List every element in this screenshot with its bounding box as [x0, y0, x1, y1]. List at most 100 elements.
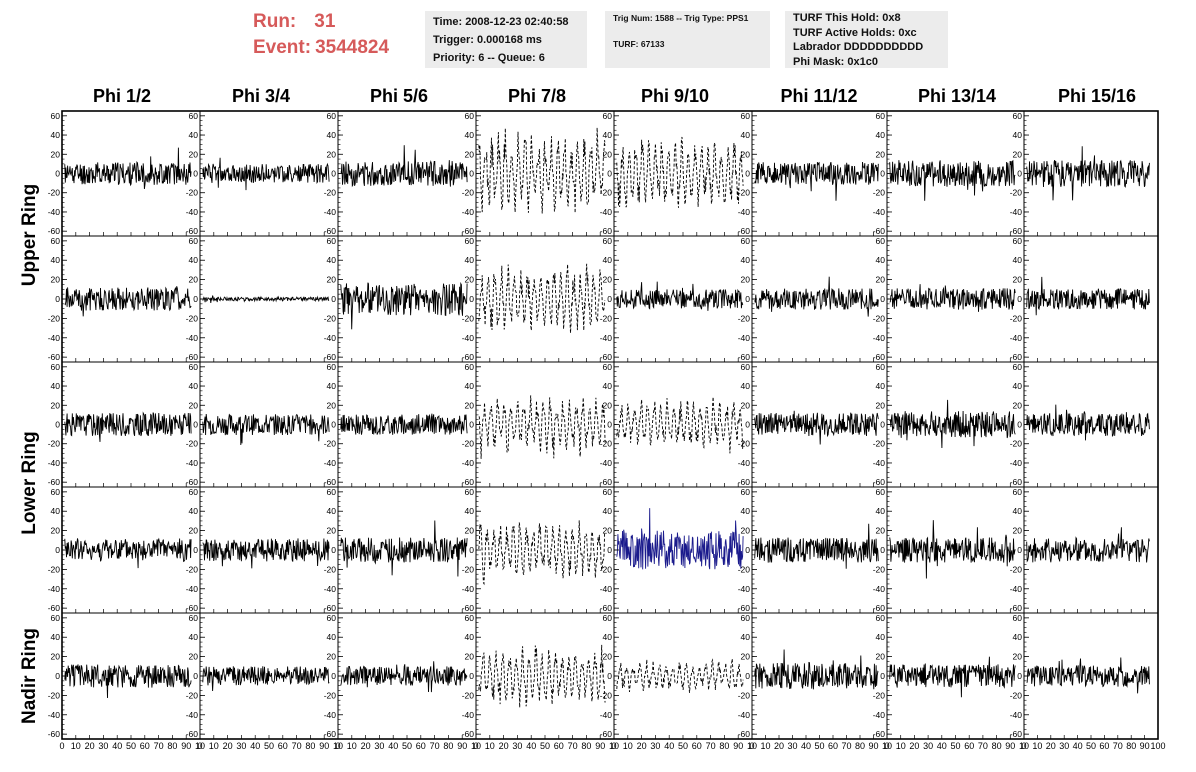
- x-tick-label: 10: [1032, 741, 1042, 751]
- y-tick-label: -60: [462, 477, 475, 487]
- y-tick-label: 60: [603, 362, 613, 372]
- y-tick-label: -20: [48, 188, 61, 198]
- y-tick-label: -40: [600, 333, 613, 343]
- waveform-trace-r1-c4: [616, 281, 744, 311]
- waveform-trace-r0-c4: [616, 136, 744, 208]
- y-tick-label: -20: [1010, 439, 1023, 449]
- y-tick-label: 20: [465, 400, 475, 410]
- y-tick-label: 60: [741, 111, 751, 121]
- y-tick-label: 20: [465, 652, 475, 662]
- y-tick-label: -60: [462, 603, 475, 613]
- x-tick-label: 10: [760, 741, 770, 751]
- y-tick-label: 60: [51, 613, 61, 623]
- y-tick-label: -60: [1010, 352, 1023, 362]
- y-tick-label: 60: [603, 487, 613, 497]
- y-tick-label: -20: [324, 188, 337, 198]
- x-tick-label: 80: [167, 741, 177, 751]
- x-tick-label: 40: [1073, 741, 1083, 751]
- y-tick-label: -20: [738, 188, 751, 198]
- y-tick-label: -20: [462, 690, 475, 700]
- y-tick-label: 40: [876, 255, 886, 265]
- y-tick-label: 0: [331, 169, 336, 179]
- y-tick-label: 60: [876, 111, 886, 121]
- y-tick-label: -20: [738, 690, 751, 700]
- x-tick-label: 60: [692, 741, 702, 751]
- y-tick-label: 40: [189, 632, 199, 642]
- y-tick-label: -60: [873, 729, 886, 739]
- y-tick-label: -40: [324, 584, 337, 594]
- y-tick-label: -60: [462, 226, 475, 236]
- y-tick-label: 20: [876, 149, 886, 159]
- y-tick-label: -20: [48, 690, 61, 700]
- y-tick-label: -20: [738, 439, 751, 449]
- y-tick-label: 0: [1017, 545, 1022, 555]
- phi-header-9-10: Phi 9/10: [640, 86, 710, 106]
- y-tick-label: -20: [600, 690, 613, 700]
- waveform-trace-r3-c6: [889, 520, 1016, 579]
- y-tick-label: 40: [465, 506, 475, 516]
- waveform-trace-r2-c2: [340, 413, 468, 435]
- y-tick-label: 0: [880, 169, 885, 179]
- y-tick-label: -40: [48, 458, 61, 468]
- x-tick-label: 90: [868, 741, 878, 751]
- y-tick-label: 60: [189, 236, 199, 246]
- y-tick-label: -60: [48, 226, 61, 236]
- y-tick-label: -20: [738, 564, 751, 574]
- y-tick-label: -60: [324, 729, 337, 739]
- y-tick-label: 60: [876, 487, 886, 497]
- y-tick-label: -20: [324, 313, 337, 323]
- y-tick-label: 20: [1013, 149, 1023, 159]
- y-tick-label: 0: [55, 545, 60, 555]
- y-tick-label: -20: [462, 313, 475, 323]
- x-tick-label: 40: [664, 741, 674, 751]
- y-tick-label: 60: [1013, 362, 1023, 372]
- y-tick-label: 20: [876, 526, 886, 536]
- y-tick-label: 40: [327, 632, 337, 642]
- waveform-trace-r0-c0: [64, 147, 192, 190]
- y-tick-label: -20: [1010, 564, 1023, 574]
- y-tick-label: 60: [51, 487, 61, 497]
- y-tick-label: 0: [55, 671, 60, 681]
- y-tick-label: -40: [186, 710, 199, 720]
- y-tick-label: -20: [186, 188, 199, 198]
- y-tick-label: -20: [48, 313, 61, 323]
- x-tick-label: 0: [884, 741, 889, 751]
- y-tick-label: -60: [324, 603, 337, 613]
- x-tick-label: 20: [361, 741, 371, 751]
- waveform-trace-r2-c7: [1026, 404, 1150, 441]
- waveform-trace-r1-c1: [202, 295, 330, 304]
- x-tick-label: 90: [1005, 741, 1015, 751]
- x-tick-label: 80: [443, 741, 453, 751]
- y-tick-label: 40: [1013, 381, 1023, 391]
- y-tick-label: 0: [331, 671, 336, 681]
- y-tick-label: 40: [51, 632, 61, 642]
- y-tick-label: -60: [48, 603, 61, 613]
- y-tick-label: 40: [876, 381, 886, 391]
- time-info-box: Time: 2008-12-23 02:40:58 Trigger: 0.000…: [425, 11, 587, 68]
- phi-mask-text: Phi Mask: 0x1c0: [793, 55, 878, 68]
- y-tick-label: -40: [738, 333, 751, 343]
- x-tick-label: 10: [471, 741, 481, 751]
- x-tick-label: 10: [747, 741, 757, 751]
- y-tick-label: 0: [193, 420, 198, 430]
- y-tick-label: -60: [738, 477, 751, 487]
- x-tick-label: 90: [1140, 741, 1150, 751]
- x-tick-label: 50: [678, 741, 688, 751]
- y-tick-label: 40: [51, 130, 61, 140]
- x-tick-label: 30: [98, 741, 108, 751]
- waveform-trace-r3-c2: [340, 520, 468, 577]
- y-tick-label: -60: [462, 729, 475, 739]
- x-tick-label: 20: [909, 741, 919, 751]
- waveform-trace-r4-c7: [1026, 657, 1150, 694]
- y-tick-label: -20: [462, 439, 475, 449]
- y-tick-label: 40: [1013, 255, 1023, 265]
- y-tick-label: 60: [327, 362, 337, 372]
- y-tick-label: 60: [1013, 111, 1023, 121]
- y-tick-label: 40: [1013, 506, 1023, 516]
- y-tick-label: 0: [469, 169, 474, 179]
- y-tick-label: -40: [186, 207, 199, 217]
- y-tick-label: 0: [607, 671, 612, 681]
- y-tick-label: -20: [186, 439, 199, 449]
- turf-hold-text: TURF This Hold: 0x8: [793, 12, 901, 24]
